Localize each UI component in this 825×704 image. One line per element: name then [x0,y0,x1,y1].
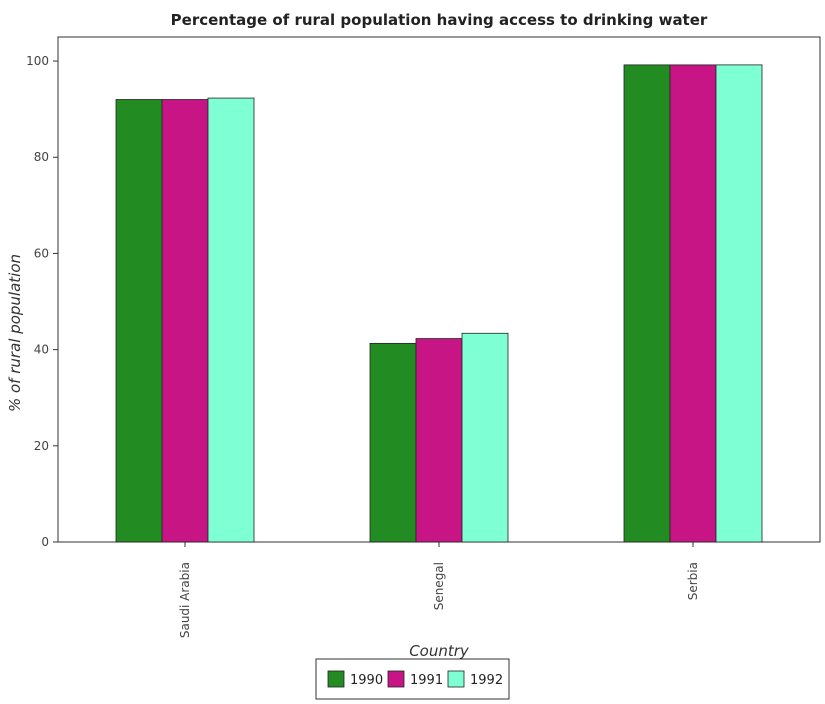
legend-label-1991: 1991 [410,673,443,688]
bar-1992-senegal [461,332,509,543]
y-tick-label: 100 [26,54,49,68]
legend-swatch-1990 [327,670,345,688]
y-tick-label: 80 [34,150,49,164]
bar-1991-saudi-arabia [161,99,209,543]
y-tick-label: 60 [34,246,49,260]
legend-swatch-1991 [387,670,405,688]
y-tick-label: 40 [34,343,49,357]
x-tick-label: Saudi Arabia [178,562,192,638]
y-tick-label: 20 [34,439,49,453]
legend-label-1992: 1992 [470,673,503,688]
bar-1990-saudi-arabia [115,99,163,543]
x-axis-label: Country [409,642,470,660]
legend-box [315,658,510,700]
bar-1991-senegal [415,338,463,543]
legend-label-1990: 1990 [350,673,383,688]
chart-title: Percentage of rural population having ac… [171,11,708,29]
y-tick-label: 0 [41,535,49,549]
bar-1990-senegal [369,342,417,543]
x-tick-label: Serbia [686,562,700,600]
bar-1992-serbia [715,64,763,543]
bar-1992-saudi-arabia [207,97,255,543]
x-tick-label: Senegal [432,562,446,610]
bars [115,64,763,543]
legend: 1990 1991 1992 [315,658,510,700]
bar-1991-serbia [669,64,717,543]
legend-swatch-1992 [447,670,465,688]
y-axis-label: % of rural population [6,254,24,412]
bar-1990-serbia [623,64,671,543]
